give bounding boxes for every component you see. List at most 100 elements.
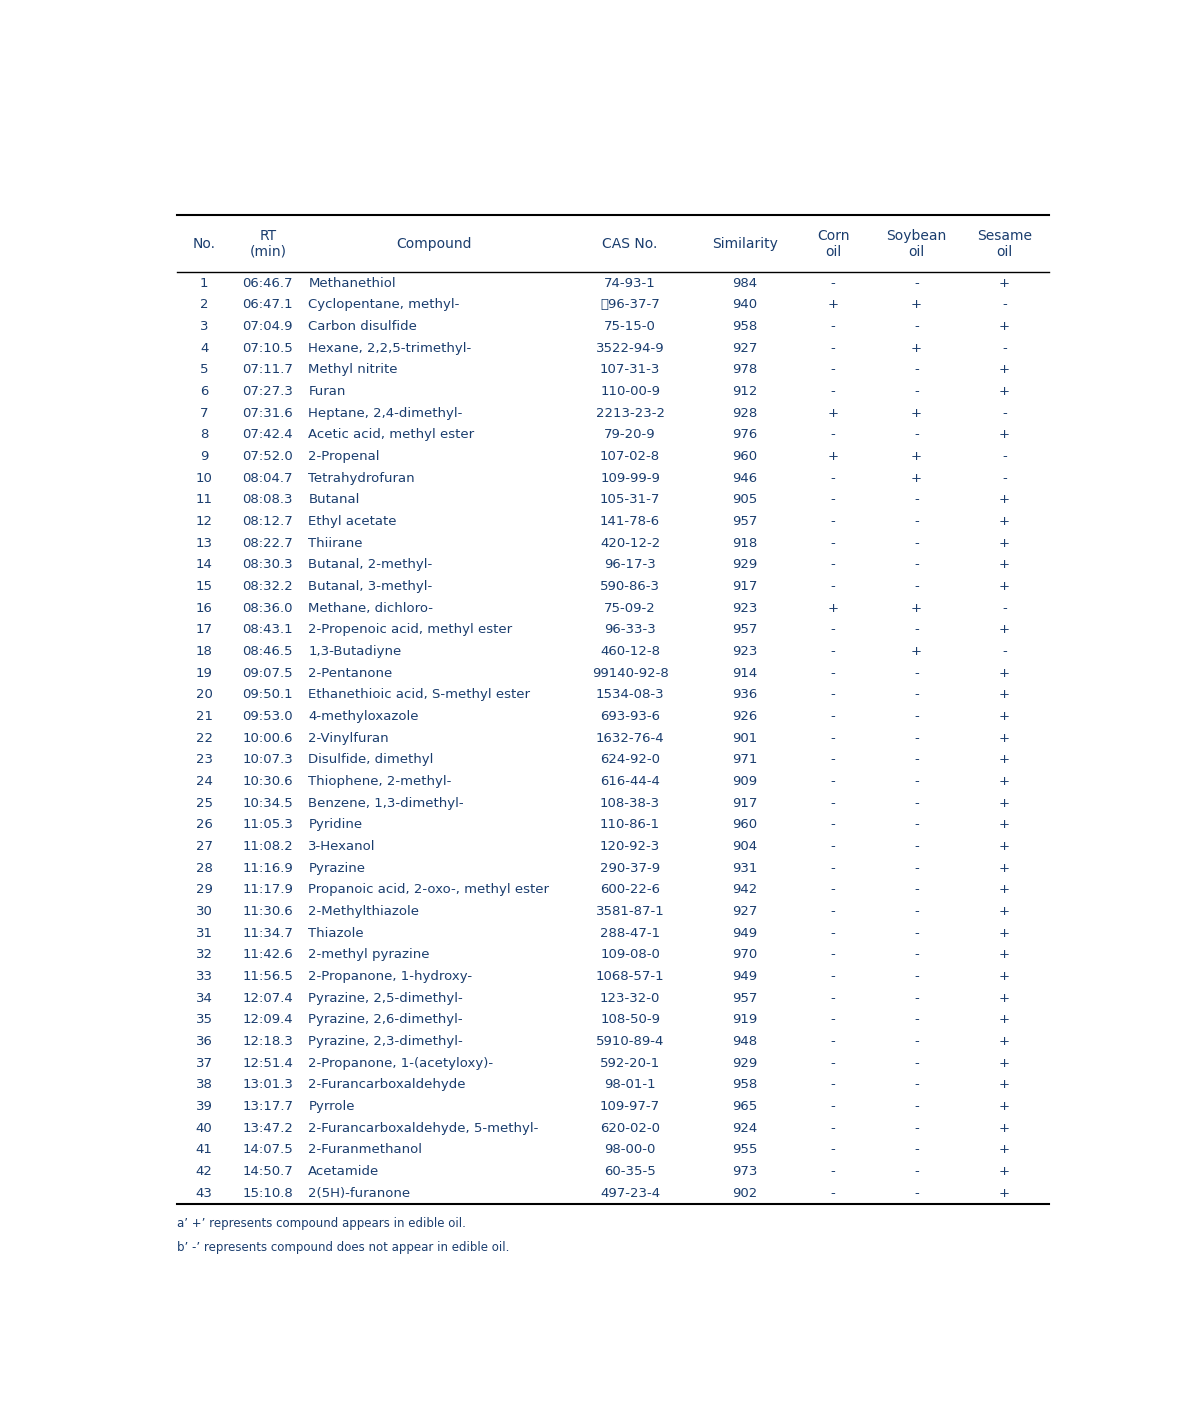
- Text: -: -: [914, 515, 919, 528]
- Text: Butanal, 2-methyl-: Butanal, 2-methyl-: [309, 558, 433, 571]
- Text: 2-Furancarboxaldehyde: 2-Furancarboxaldehyde: [309, 1079, 465, 1092]
- Text: 4: 4: [200, 341, 208, 355]
- Text: 08:08.3: 08:08.3: [243, 494, 293, 507]
- Text: Butanal: Butanal: [309, 494, 360, 507]
- Text: 973: 973: [732, 1164, 758, 1179]
- Text: 957: 957: [732, 515, 758, 528]
- Text: 08:22.7: 08:22.7: [243, 537, 293, 549]
- Text: 949: 949: [732, 970, 758, 983]
- Text: 13:17.7: 13:17.7: [243, 1100, 293, 1113]
- Text: Cyclopentane, methyl-: Cyclopentane, methyl-: [309, 298, 459, 311]
- Text: Thiirane: Thiirane: [309, 537, 362, 549]
- Text: 32: 32: [196, 949, 213, 962]
- Text: -: -: [831, 515, 836, 528]
- Text: -: -: [914, 537, 919, 549]
- Text: 07:11.7: 07:11.7: [243, 364, 293, 377]
- Text: 5: 5: [200, 364, 208, 377]
- Text: 42: 42: [196, 1164, 213, 1179]
- Text: +: +: [999, 1057, 1011, 1070]
- Text: +: +: [911, 298, 922, 311]
- Text: -: -: [1002, 407, 1007, 420]
- Text: +: +: [911, 472, 922, 485]
- Text: 09:53.0: 09:53.0: [243, 711, 293, 723]
- Text: 39: 39: [196, 1100, 213, 1113]
- Text: -: -: [831, 494, 836, 507]
- Text: -: -: [914, 1079, 919, 1092]
- Text: 909: 909: [732, 775, 758, 788]
- Text: 1,3-Butadiyne: 1,3-Butadiyne: [309, 645, 402, 658]
- Text: 620-02-0: 620-02-0: [600, 1122, 660, 1134]
- Text: 07:10.5: 07:10.5: [243, 341, 293, 355]
- Text: -: -: [831, 1013, 836, 1026]
- Text: 123-32-0: 123-32-0: [600, 992, 660, 1005]
- Text: -: -: [914, 970, 919, 983]
- Text: 14:07.5: 14:07.5: [243, 1143, 293, 1156]
- Text: 16: 16: [196, 602, 213, 615]
- Text: 08:32.2: 08:32.2: [243, 579, 293, 594]
- Text: 09:07.5: 09:07.5: [243, 666, 293, 679]
- Text: 26: 26: [196, 819, 213, 832]
- Text: 957: 957: [732, 992, 758, 1005]
- Text: 1632-76-4: 1632-76-4: [596, 732, 665, 745]
- Text: -: -: [914, 1013, 919, 1026]
- Text: -: -: [831, 841, 836, 853]
- Text: 616-44-4: 616-44-4: [600, 775, 660, 788]
- Text: 34: 34: [196, 992, 213, 1005]
- Text: 96-37-7: 96-37-7: [600, 298, 660, 311]
- Text: 07:31.6: 07:31.6: [243, 407, 293, 420]
- Text: Ethanethioic acid, S-methyl ester: Ethanethioic acid, S-methyl ester: [309, 688, 530, 702]
- Text: 20: 20: [196, 688, 213, 702]
- Text: -: -: [831, 1057, 836, 1070]
- Text: Heptane, 2,4-dimethyl-: Heptane, 2,4-dimethyl-: [309, 407, 463, 420]
- Text: 9: 9: [200, 450, 208, 462]
- Text: -: -: [914, 796, 919, 809]
- Text: 07:04.9: 07:04.9: [243, 320, 293, 332]
- Text: 14: 14: [196, 558, 213, 571]
- Text: No.: No.: [193, 237, 215, 251]
- Text: -: -: [831, 819, 836, 832]
- Text: -: -: [831, 472, 836, 485]
- Text: +: +: [999, 1187, 1011, 1200]
- Text: 12:09.4: 12:09.4: [243, 1013, 293, 1026]
- Text: +: +: [999, 666, 1011, 679]
- Text: 07:52.0: 07:52.0: [243, 450, 293, 462]
- Text: 2-methyl pyrazine: 2-methyl pyrazine: [309, 949, 429, 962]
- Text: -: -: [831, 862, 836, 875]
- Text: 07:42.4: 07:42.4: [243, 428, 293, 441]
- Text: 25: 25: [196, 796, 213, 809]
- Text: -: -: [831, 428, 836, 441]
- Text: -: -: [831, 688, 836, 702]
- Text: 918: 918: [732, 537, 758, 549]
- Text: 79-20-9: 79-20-9: [604, 428, 655, 441]
- Text: -: -: [914, 385, 919, 398]
- Text: 942: 942: [732, 883, 758, 896]
- Text: 3: 3: [200, 320, 208, 332]
- Text: +: +: [999, 515, 1011, 528]
- Text: 43: 43: [196, 1187, 213, 1200]
- Text: 946: 946: [732, 472, 758, 485]
- Text: 929: 929: [732, 1057, 758, 1070]
- Text: -: -: [914, 494, 919, 507]
- Text: +: +: [999, 1164, 1011, 1179]
- Text: -: -: [831, 883, 836, 896]
- Text: -: -: [914, 1143, 919, 1156]
- Text: 1068-57-1: 1068-57-1: [596, 970, 665, 983]
- Text: 14:50.7: 14:50.7: [243, 1164, 293, 1179]
- Text: 917: 917: [732, 796, 758, 809]
- Text: +: +: [828, 407, 838, 420]
- Text: 600-22-6: 600-22-6: [600, 883, 660, 896]
- Text: 2-Furanmethanol: 2-Furanmethanol: [309, 1143, 422, 1156]
- Text: 590-86-3: 590-86-3: [600, 579, 660, 594]
- Text: +: +: [828, 298, 838, 311]
- Text: +: +: [999, 753, 1011, 766]
- Text: +: +: [999, 1100, 1011, 1113]
- Text: -: -: [914, 1100, 919, 1113]
- Text: 107-02-8: 107-02-8: [600, 450, 660, 462]
- Text: 905: 905: [732, 494, 758, 507]
- Text: 958: 958: [732, 320, 758, 332]
- Text: 914: 914: [732, 666, 758, 679]
- Text: Corn
oil: Corn oil: [817, 228, 849, 258]
- Text: Pyrazine, 2,6-dimethyl-: Pyrazine, 2,6-dimethyl-: [309, 1013, 463, 1026]
- Text: 98-00-0: 98-00-0: [604, 1143, 655, 1156]
- Text: 75-09-2: 75-09-2: [604, 602, 655, 615]
